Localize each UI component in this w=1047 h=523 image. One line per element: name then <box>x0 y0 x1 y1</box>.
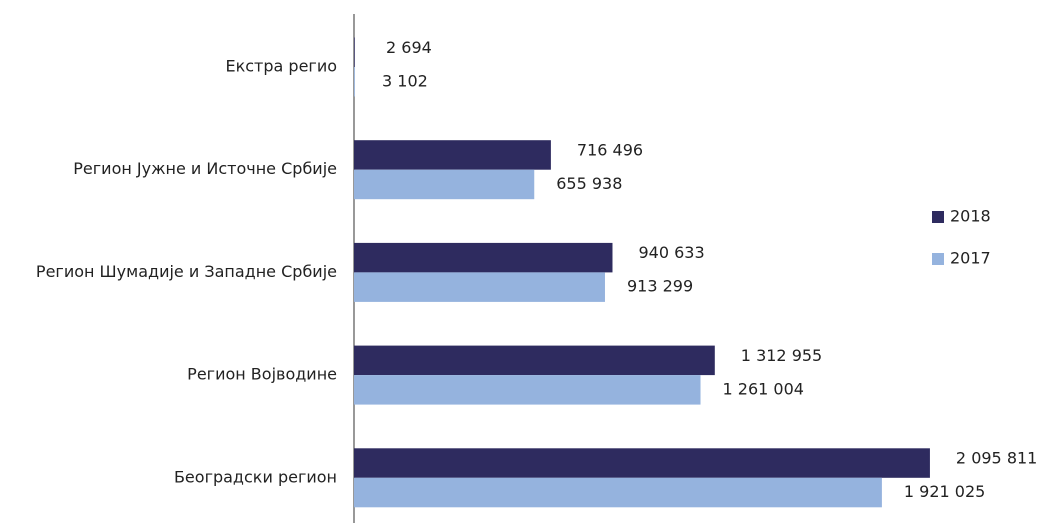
bar <box>354 140 551 170</box>
legend-swatch <box>932 253 944 265</box>
bar <box>354 67 355 97</box>
value-label: 655 938 <box>556 174 622 193</box>
bar <box>354 448 930 478</box>
bar <box>354 375 701 405</box>
legend-label: 2018 <box>950 207 991 226</box>
value-label: 1 921 025 <box>904 482 985 501</box>
legend-swatch <box>932 211 944 223</box>
value-label: 3 102 <box>382 71 428 90</box>
bar <box>354 37 355 67</box>
category-label: Регион Јужне и Источне Србије <box>73 159 337 178</box>
category-label: Регион Војводине <box>187 365 337 384</box>
bar <box>354 477 882 508</box>
value-label: 1 261 004 <box>723 379 804 398</box>
category-label: Екстра регио <box>225 57 337 76</box>
value-label: 1 312 955 <box>741 346 822 365</box>
value-label: 716 496 <box>577 140 643 159</box>
bar <box>354 272 605 302</box>
bar <box>354 345 715 376</box>
value-label: 940 633 <box>638 243 704 262</box>
value-label: 2 694 <box>386 38 432 57</box>
legend-label: 2017 <box>950 249 991 268</box>
bar <box>354 169 535 200</box>
value-label: 2 095 811 <box>956 449 1037 468</box>
bar <box>354 242 613 273</box>
category-label: Београдски регион <box>174 467 337 486</box>
value-label: 913 299 <box>627 277 693 296</box>
category-label: Регион Шумадије и Западне Србије <box>36 262 337 281</box>
